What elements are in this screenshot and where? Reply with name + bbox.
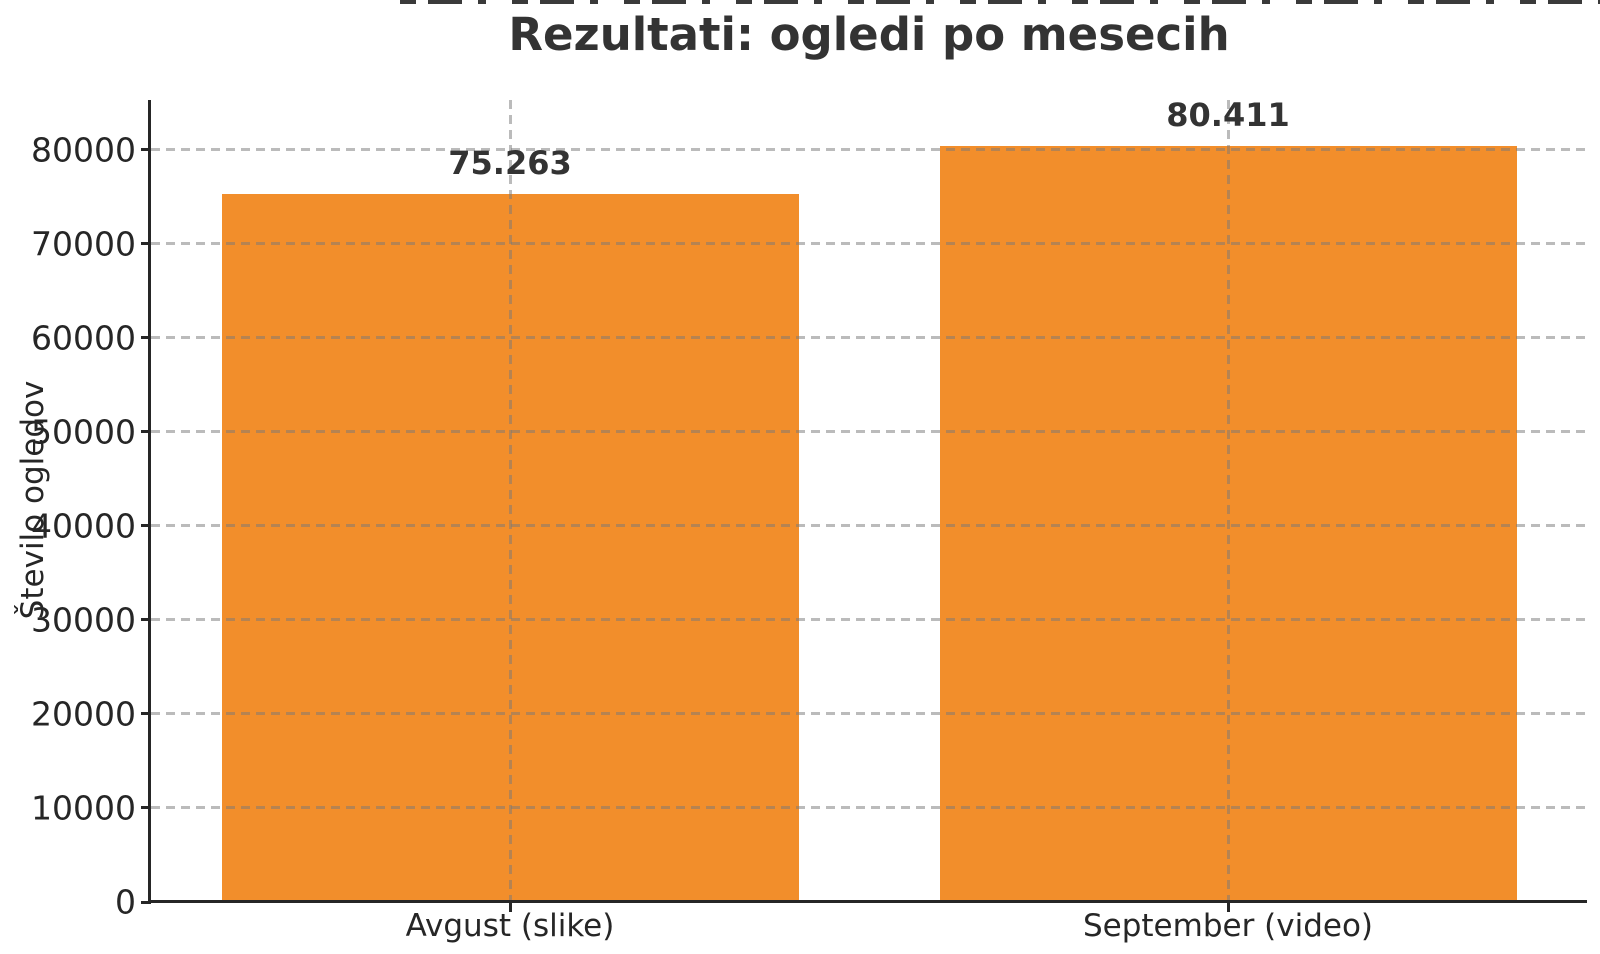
y-tick-mark bbox=[141, 712, 151, 716]
horizontal-gridline bbox=[151, 806, 1587, 810]
vertical-gridline bbox=[1226, 100, 1230, 902]
x-tick-label: Avgust (slike) bbox=[405, 908, 615, 944]
y-tick-mark bbox=[141, 242, 151, 246]
y-tick-label: 0 bbox=[115, 882, 136, 922]
horizontal-gridline bbox=[151, 618, 1587, 622]
y-tick-mark bbox=[141, 524, 151, 528]
chart-title: Rezultati: ogledi po mesecih bbox=[508, 8, 1230, 61]
y-tick-label: 50000 bbox=[31, 412, 136, 452]
x-tick-mark bbox=[508, 903, 512, 912]
bar-value-label: 75.263 bbox=[448, 144, 572, 183]
y-tick-label: 70000 bbox=[31, 224, 136, 264]
horizontal-gridline bbox=[151, 430, 1587, 434]
vertical-gridline bbox=[508, 100, 512, 902]
y-axis-label: Število ogledov bbox=[15, 380, 51, 620]
x-axis-spine bbox=[148, 900, 1587, 903]
y-tick-mark bbox=[141, 148, 151, 152]
y-tick-label: 40000 bbox=[31, 506, 136, 546]
horizontal-gridline bbox=[151, 148, 1587, 152]
x-tick-label: September (video) bbox=[1082, 908, 1374, 944]
horizontal-gridline bbox=[151, 712, 1587, 716]
y-tick-label: 20000 bbox=[31, 694, 136, 734]
y-tick-mark bbox=[141, 336, 151, 340]
horizontal-gridline bbox=[151, 336, 1587, 340]
bar-value-label: 80.411 bbox=[1166, 95, 1290, 134]
y-tick-mark bbox=[141, 430, 151, 434]
y-tick-label: 80000 bbox=[31, 130, 136, 170]
y-tick-mark bbox=[141, 900, 151, 904]
y-tick-mark bbox=[141, 806, 151, 810]
y-tick-label: 10000 bbox=[31, 788, 136, 828]
y-tick-label: 60000 bbox=[31, 318, 136, 358]
y-axis-spine bbox=[148, 100, 151, 903]
horizontal-gridline bbox=[151, 524, 1587, 528]
clipped-text-strip bbox=[400, 0, 1600, 4]
horizontal-gridline bbox=[151, 242, 1587, 246]
x-tick-mark bbox=[1226, 903, 1230, 912]
y-tick-mark bbox=[141, 618, 151, 622]
y-tick-label: 30000 bbox=[31, 600, 136, 640]
